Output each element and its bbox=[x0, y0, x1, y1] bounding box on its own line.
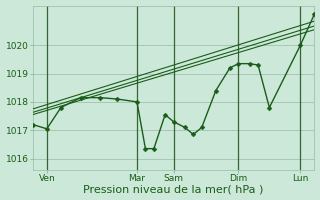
X-axis label: Pression niveau de la mer( hPa ): Pression niveau de la mer( hPa ) bbox=[84, 184, 264, 194]
